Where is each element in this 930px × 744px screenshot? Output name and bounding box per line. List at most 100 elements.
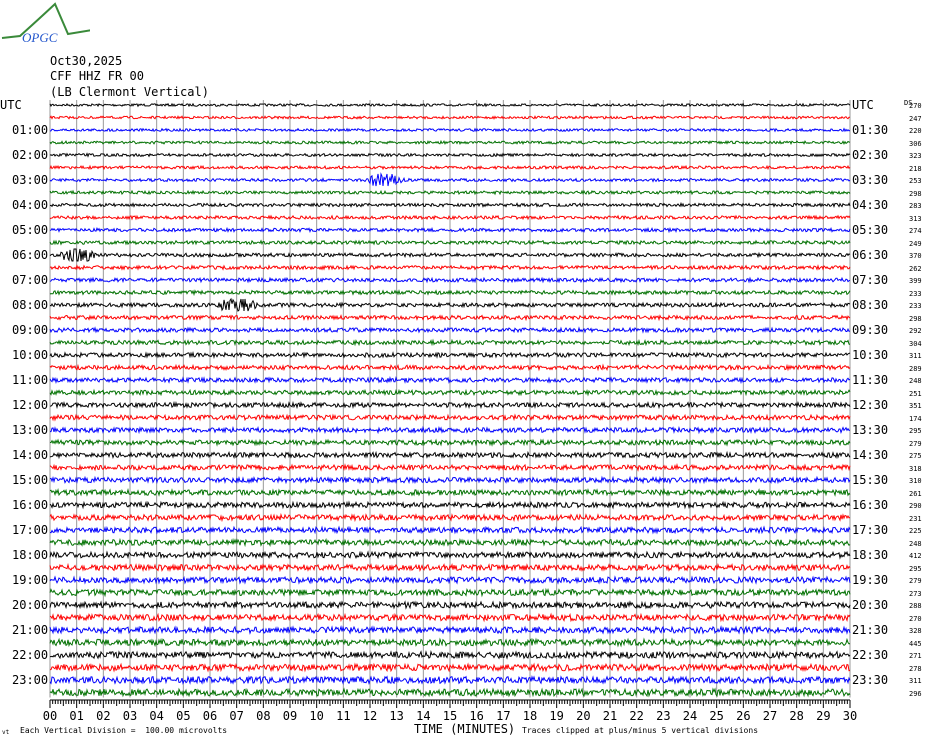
trace-line bbox=[49, 326, 851, 334]
trace-line bbox=[50, 425, 851, 435]
ds-value: 262 bbox=[909, 264, 922, 273]
ds-value: 231 bbox=[909, 514, 922, 523]
left-time-label: UTC bbox=[0, 98, 22, 112]
trace-line bbox=[49, 612, 851, 623]
ds-value: 318 bbox=[909, 464, 922, 473]
trace-line bbox=[49, 172, 851, 187]
ds-value: 351 bbox=[909, 402, 922, 410]
trace-line bbox=[49, 164, 851, 171]
ds-value: 298 bbox=[909, 189, 922, 198]
ds-value: 399 bbox=[909, 277, 922, 285]
left-time-label: 17:00 bbox=[12, 523, 49, 537]
ds-value: 292 bbox=[909, 327, 922, 335]
trace-line bbox=[49, 575, 851, 585]
x-tick-label: 22 bbox=[629, 709, 644, 723]
x-tick-label: 16 bbox=[469, 709, 484, 723]
trace-line bbox=[49, 388, 851, 397]
left-time-label: 06:00 bbox=[12, 248, 49, 262]
right-time-label: 11:30 bbox=[852, 373, 889, 387]
left-time-label: 03:00 bbox=[12, 173, 49, 187]
ds-value: 247 bbox=[909, 114, 922, 123]
trace-line bbox=[49, 139, 851, 146]
ds-value: 279 bbox=[909, 439, 922, 448]
trace-line bbox=[49, 115, 850, 120]
trace-line bbox=[49, 152, 851, 158]
ds-value: 313 bbox=[909, 214, 922, 223]
station-description: (LB Clermont Vertical) bbox=[50, 85, 209, 99]
right-time-label: 05:30 bbox=[852, 223, 889, 237]
trace-line bbox=[49, 239, 851, 246]
ds-value: 306 bbox=[909, 139, 922, 148]
ds-value: 249 bbox=[909, 239, 922, 248]
trace-line bbox=[49, 375, 851, 385]
trace-line bbox=[49, 264, 851, 271]
ds-value: 370 bbox=[909, 252, 922, 260]
x-tick-label: 03 bbox=[122, 709, 138, 723]
ds-value: 311 bbox=[909, 352, 922, 360]
left-time-label: 04:00 bbox=[12, 198, 49, 212]
trace-line bbox=[49, 587, 851, 598]
ds-value: 298 bbox=[909, 314, 922, 323]
ds-value: 310 bbox=[909, 477, 922, 485]
right-time-label: 06:30 bbox=[852, 248, 889, 262]
date: Oct30,2025 bbox=[50, 54, 123, 68]
left-time-label: 13:00 bbox=[12, 423, 49, 437]
x-tick-label: 07 bbox=[229, 709, 244, 723]
left-time-label: 23:00 bbox=[12, 673, 49, 687]
left-time-label: 09:00 bbox=[12, 323, 49, 337]
ds-value: 311 bbox=[909, 677, 922, 685]
trace-line bbox=[49, 562, 851, 573]
trace-line bbox=[49, 214, 851, 221]
ds-value: 248 bbox=[909, 539, 922, 548]
left-time-label: 12:00 bbox=[12, 398, 49, 412]
right-time-label: UTC bbox=[852, 98, 874, 112]
ds-value: 220 bbox=[909, 127, 922, 135]
trace-line bbox=[49, 289, 851, 297]
right-time-label: 10:30 bbox=[852, 348, 889, 362]
trace-line bbox=[49, 276, 851, 284]
ds-value: 323 bbox=[909, 152, 922, 160]
right-time-label: 08:30 bbox=[852, 298, 889, 312]
x-tick-label: 28 bbox=[789, 709, 804, 723]
left-time-label: 07:00 bbox=[12, 273, 49, 287]
x-tick-label: 19 bbox=[549, 709, 564, 723]
ds-value: 296 bbox=[909, 689, 922, 698]
right-time-label: 09:30 bbox=[852, 323, 889, 337]
trace-line bbox=[49, 649, 851, 660]
x-tick-label: 14 bbox=[416, 709, 431, 723]
left-time-label: 19:00 bbox=[12, 573, 49, 587]
right-time-label: 14:30 bbox=[852, 448, 889, 462]
left-time-label: 18:00 bbox=[12, 548, 49, 562]
ds-value: 328 bbox=[909, 627, 922, 635]
left-time-label: 02:00 bbox=[12, 148, 49, 162]
right-time-label: 12:30 bbox=[852, 398, 889, 412]
x-tick-label: 29 bbox=[816, 709, 831, 723]
x-axis-label: TIME (MINUTES) bbox=[414, 722, 516, 736]
x-tick-label: 06 bbox=[202, 709, 218, 723]
trace-line bbox=[49, 512, 851, 523]
ds-value: 273 bbox=[909, 589, 922, 598]
ds-value: 445 bbox=[909, 639, 922, 648]
trace-line bbox=[49, 413, 851, 422]
station-code: CFF HHZ FR 00 bbox=[50, 69, 144, 83]
ds-value: 274 bbox=[909, 227, 922, 235]
x-tick-label: 15 bbox=[442, 709, 458, 723]
right-time-label: 21:30 bbox=[852, 623, 889, 637]
trace-line bbox=[49, 297, 851, 312]
x-tick-label: 27 bbox=[762, 709, 778, 723]
trace-line bbox=[49, 363, 851, 372]
ds-value: 279 bbox=[909, 577, 922, 585]
right-time-label: 04:30 bbox=[852, 198, 889, 212]
left-time-label: 08:00 bbox=[12, 298, 49, 312]
ds-value: 225 bbox=[909, 527, 922, 535]
x-tick-label: 21 bbox=[602, 709, 618, 723]
trace-line bbox=[49, 463, 851, 472]
ds-value: 253 bbox=[909, 177, 922, 185]
ds-value: 218 bbox=[909, 164, 922, 173]
trace-line bbox=[49, 226, 851, 234]
ds-value: 288 bbox=[909, 602, 922, 610]
svg-text:OPGC: OPGC bbox=[22, 30, 58, 45]
x-tick-label: 02 bbox=[96, 709, 111, 723]
right-time-label: 17:30 bbox=[852, 523, 889, 537]
